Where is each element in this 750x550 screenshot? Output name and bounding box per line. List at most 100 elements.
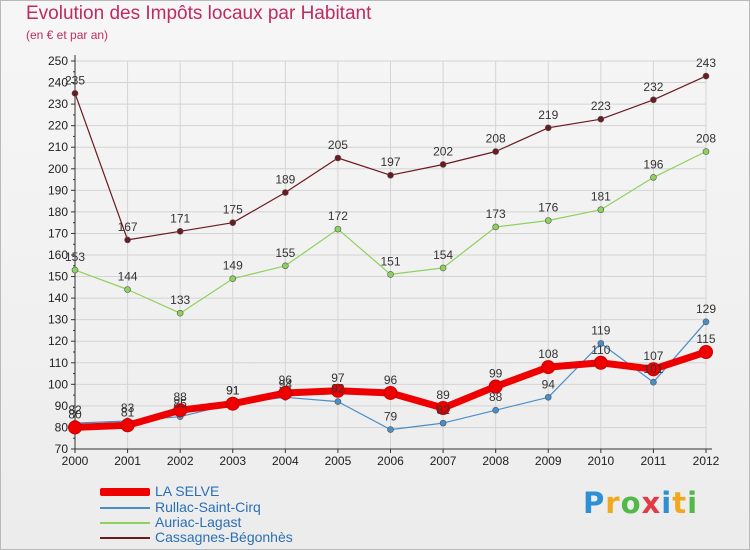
- data-label-rullac-saint-cirq-2011: 101: [643, 362, 663, 376]
- data-label-rullac-saint-cirq-2001: 83: [121, 401, 135, 415]
- x-tick-label-2000: 2000: [62, 454, 89, 468]
- data-point-auriac-lagast-2003: [229, 275, 237, 283]
- data-label-cassagnes-begonhes-2004: 189: [275, 172, 295, 186]
- data-point-cassagnes-begonhes-2004: [282, 189, 289, 196]
- data-label-la-selve-2010: 110: [591, 343, 610, 357]
- data-point-cassagnes-begonhes-2005: [334, 154, 342, 162]
- data-label-rullac-saint-cirq-2008: 88: [489, 390, 503, 404]
- data-label-la-selve-2012: 115: [696, 332, 715, 346]
- data-point-rullac-saint-cirq-2009: [544, 393, 552, 401]
- data-point-cassagnes-begonhes-2001: [124, 236, 131, 244]
- legend-label-la-selve: LA SELVE: [155, 483, 220, 499]
- y-tick-label-140: 140: [48, 291, 68, 305]
- legend-label-rullac-saint-cirq: Rullac-Saint-Cirq: [155, 499, 261, 515]
- x-tick-label-2010: 2010: [587, 454, 614, 468]
- x-tick-label-2001: 2001: [114, 454, 141, 468]
- data-point-auriac-lagast-2008: [492, 223, 499, 231]
- legend-swatch-cassagnes-begonhes: [100, 537, 150, 539]
- data-point-cassagnes-begonhes-2006: [387, 171, 394, 179]
- data-label-auriac-lagast-2011: 196: [643, 157, 663, 171]
- data-label-auriac-lagast-2001: 144: [118, 269, 138, 283]
- logo-letter: i: [687, 486, 699, 520]
- y-tick-label-180: 180: [48, 205, 68, 219]
- data-label-cassagnes-begonhes-2011: 232: [643, 80, 663, 94]
- data-point-rullac-saint-cirq-2008: [492, 406, 499, 414]
- legend-label-auriac-lagast: Auriac-Lagast: [155, 514, 242, 530]
- data-point-la-selve-2005: [330, 383, 345, 398]
- legend-swatch-auriac-lagast: [100, 522, 150, 524]
- data-point-auriac-lagast-2005: [334, 225, 342, 233]
- data-label-la-selve-2003: 91: [226, 384, 240, 398]
- data-point-auriac-lagast-2006: [387, 271, 394, 278]
- data-label-rullac-saint-cirq-2002: 85: [173, 397, 187, 411]
- proxiti-logo: Proxiti: [583, 486, 698, 520]
- data-point-cassagnes-begonhes-2002: [176, 227, 184, 235]
- y-tick-label-110: 110: [49, 356, 68, 370]
- data-label-la-selve-2006: 96: [384, 373, 398, 387]
- data-label-auriac-lagast-2005: 172: [328, 209, 348, 223]
- x-tick-label-2003: 2003: [219, 454, 246, 468]
- data-point-cassagnes-begonhes-2010: [597, 115, 605, 123]
- data-point-cassagnes-begonhes-2007: [439, 161, 447, 168]
- logo-letter: i: [661, 486, 673, 520]
- x-tick-label-2006: 2006: [377, 454, 404, 468]
- data-point-auriac-lagast-2010: [597, 206, 605, 214]
- data-point-la-selve-2004: [278, 385, 293, 400]
- y-tick-label-230: 230: [48, 97, 68, 111]
- data-label-auriac-lagast-2000: 153: [65, 250, 85, 264]
- data-point-la-selve-2002: [173, 403, 188, 418]
- y-tick-label-130: 130: [48, 313, 68, 327]
- x-tick-label-2011: 2011: [641, 454, 667, 468]
- data-point-auriac-lagast-2012: [702, 148, 710, 155]
- x-tick-label-2005: 2005: [325, 454, 352, 468]
- data-label-cassagnes-begonhes-2007: 202: [433, 144, 453, 158]
- y-tick-label-210: 210: [48, 140, 68, 154]
- data-point-rullac-saint-cirq-2011: [650, 378, 657, 386]
- data-label-cassagnes-begonhes-2002: 171: [170, 211, 190, 225]
- data-point-rullac-saint-cirq-2006: [387, 426, 394, 433]
- data-point-cassagnes-begonhes-2012: [702, 72, 710, 80]
- data-label-la-selve-2000: 80: [68, 407, 82, 421]
- data-label-rullac-saint-cirq-2004: 94: [279, 377, 293, 391]
- data-label-la-selve-2002: 88: [173, 390, 187, 404]
- data-label-auriac-lagast-2003: 149: [223, 259, 243, 273]
- y-tick-label-250: 250: [48, 54, 68, 68]
- data-label-auriac-lagast-2009: 176: [538, 201, 558, 215]
- y-tick-label-100: 100: [48, 377, 68, 391]
- data-label-la-selve-2005: 97: [331, 371, 345, 385]
- x-tick-label-2007: 2007: [430, 454, 457, 468]
- data-point-cassagnes-begonhes-2003: [229, 219, 237, 226]
- data-label-rullac-saint-cirq-2007: 82: [436, 403, 450, 417]
- chart-title: Evolution des Impôts locaux par Habitant: [26, 3, 372, 24]
- data-point-la-selve-2009: [541, 360, 556, 375]
- data-point-rullac-saint-cirq-2012: [702, 318, 710, 326]
- data-point-rullac-saint-cirq-2010: [597, 340, 605, 347]
- data-label-auriac-lagast-2007: 154: [433, 248, 453, 262]
- y-tick-label-90: 90: [55, 399, 69, 413]
- data-label-rullac-saint-cirq-2010: 119: [591, 323, 610, 337]
- y-tick-label-220: 220: [48, 119, 68, 133]
- data-point-rullac-saint-cirq-2007: [439, 419, 447, 427]
- x-tick-label-2012: 2012: [693, 454, 720, 468]
- data-point-rullac-saint-cirq-2005: [334, 398, 342, 405]
- y-tick-label-120: 120: [48, 334, 68, 348]
- y-tick-label-160: 160: [48, 248, 68, 262]
- legend-swatch-la-selve: [100, 488, 150, 496]
- data-label-rullac-saint-cirq-2000: 82: [68, 403, 82, 417]
- data-point-auriac-lagast-2007: [439, 264, 447, 272]
- data-point-la-selve-2006: [383, 385, 398, 400]
- data-label-rullac-saint-cirq-2005: 92: [331, 382, 345, 396]
- data-label-cassagnes-begonhes-2003: 175: [223, 203, 243, 217]
- data-label-auriac-lagast-2008: 173: [486, 207, 506, 221]
- data-label-la-selve-2007: 89: [436, 388, 450, 402]
- data-point-la-selve-2011: [646, 362, 661, 377]
- data-label-rullac-saint-cirq-2012: 129: [696, 302, 716, 316]
- logo-letter: t: [672, 486, 688, 520]
- data-label-auriac-lagast-2006: 151: [380, 254, 400, 268]
- y-tick-label-190: 190: [48, 183, 68, 197]
- logo-letter: P: [583, 486, 606, 520]
- data-label-cassagnes-begonhes-2006: 197: [380, 155, 400, 169]
- legend-label-cassagnes-begonhes: Cassagnes-Bégonhès: [155, 529, 293, 545]
